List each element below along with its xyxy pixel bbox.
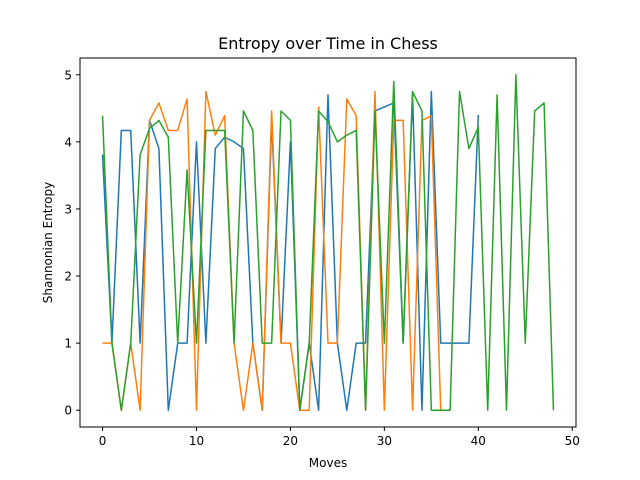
x-axis-label: Moves xyxy=(309,456,347,470)
series-line-3 xyxy=(101,74,555,411)
x-tick-label: 40 xyxy=(471,434,486,448)
axes-frame xyxy=(79,57,577,428)
y-tick-label: 3 xyxy=(64,202,72,216)
series-line-2 xyxy=(102,90,442,411)
y-tick-label: 4 xyxy=(64,135,72,149)
y-tick-label: 1 xyxy=(64,337,72,351)
x-tick-label: 10 xyxy=(189,434,204,448)
x-tick-label: 0 xyxy=(99,434,107,448)
y-tick-label: 0 xyxy=(64,404,72,418)
x-axis: 0 10 20 30 40 50 xyxy=(99,427,580,448)
chart-title: Entropy over Time in Chess xyxy=(218,34,438,53)
y-tick-label: 2 xyxy=(64,270,72,284)
y-axis: 0 1 2 3 4 5 xyxy=(64,68,80,418)
x-tick-label: 20 xyxy=(283,434,298,448)
y-axis-label: Shannonian Entropy xyxy=(41,182,55,303)
plot-area xyxy=(101,74,555,411)
y-tick-label: 5 xyxy=(64,68,72,82)
x-tick-label: 30 xyxy=(377,434,392,448)
x-tick-label: 50 xyxy=(565,434,580,448)
